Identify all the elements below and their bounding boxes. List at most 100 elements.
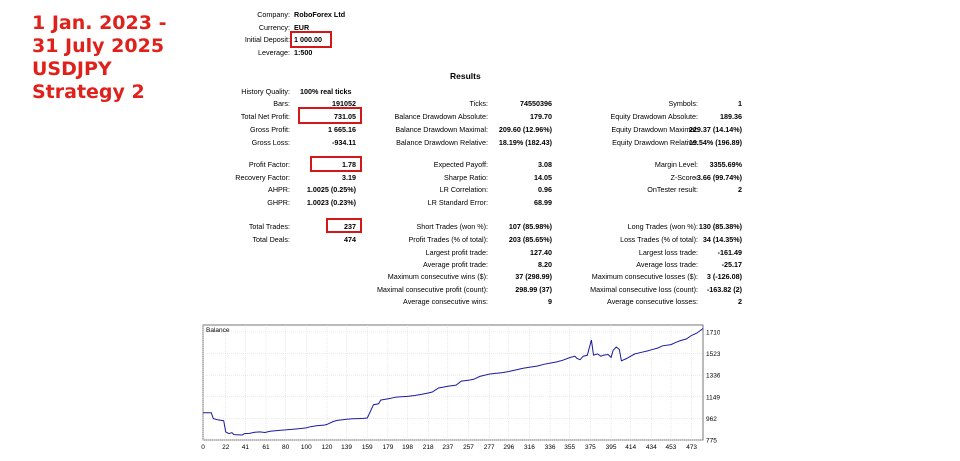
gross-profit-value: 1 665.16 [328, 125, 356, 134]
ghpr-label: GHPR: [267, 198, 290, 207]
long-trades-label: Long Trades (won %): [627, 222, 698, 231]
x-tick-label: 375 [585, 444, 596, 450]
chart-title: Balance [206, 327, 230, 334]
x-tick-label: 218 [423, 444, 434, 450]
avg-profit-value: 8.20 [538, 260, 552, 269]
currency-label: Currency: [258, 23, 290, 32]
leverage-label: Leverage: [258, 48, 290, 57]
ghpr-value: 1.0023 (0.23%) [306, 198, 356, 207]
sharpe-label: Sharpe Ratio: [444, 173, 488, 182]
balance-chart: 0 22 41 61 80 100 120 139 159 179 198 218 237 257 277 2… [201, 324, 720, 450]
max-cons-wins-value: 37 (298.99) [515, 272, 552, 281]
ontester-label: OnTester result: [647, 185, 698, 194]
x-tick-label: 257 [463, 444, 474, 450]
results-title: Results [450, 71, 481, 81]
annotation-line: USDJPY [32, 58, 112, 80]
profit-trades-label: Profit Trades (% of total): [408, 235, 489, 244]
expected-payoff-label: Expected Payoff: [433, 160, 488, 169]
company-value: RoboForex Ltd [294, 10, 346, 19]
margin-level-value: 3355.69% [709, 160, 742, 169]
eq-dd-max-label: Equity Drawdown Maximal: [611, 125, 698, 134]
history-quality-value: 100% real ticks [300, 87, 352, 96]
net-profit-label: Total Net Profit: [240, 112, 290, 121]
recovery-factor-label: Recovery Factor: [235, 173, 290, 182]
max-cons-losses-label: Maximum consecutive losses ($): [591, 272, 698, 281]
bal-dd-max-label: Balance Drawdown Maximal: [395, 125, 488, 134]
x-tick-label: 0 [201, 444, 205, 450]
profit-factor-value: 1.78 [342, 160, 356, 169]
bars-value: 191052 [332, 99, 356, 108]
x-tick-label: 355 [564, 444, 575, 450]
ontester-value: 2 [738, 185, 742, 194]
eq-dd-max-value: 229.37 (14.14%) [688, 125, 742, 134]
ticks-value: 74550396 [520, 99, 552, 108]
x-tick-label: 296 [503, 444, 514, 450]
recovery-factor-value: 3.19 [342, 173, 356, 182]
annotation-line: 31 July 2025 [32, 35, 165, 57]
margin-level-label: Margin Level: [654, 160, 698, 169]
largest-profit-value: 127.40 [530, 248, 552, 257]
maximal-cons-loss-value: -163.82 (2) [706, 285, 742, 294]
y-tick-label: 1523 [706, 351, 720, 358]
long-trades-value: 130 (85.38%) [698, 222, 742, 231]
y-tick-label: 962 [706, 416, 717, 423]
profit-factor-highlight-box [310, 156, 362, 172]
y-tick-label: 775 [706, 438, 717, 445]
eq-dd-abs-value: 189.36 [720, 112, 742, 121]
bars-label: Bars: [273, 99, 290, 108]
total-trades-label: Total Trades: [248, 222, 290, 231]
total-trades-value: 237 [344, 222, 356, 231]
x-tick-label: 473 [686, 444, 697, 450]
total-deals-value: 474 [344, 235, 356, 244]
sharpe-value: 14.05 [534, 173, 552, 182]
x-tick-label: 120 [322, 444, 333, 450]
largest-loss-value: -161.49 [717, 248, 742, 257]
total-deals-label: Total Deals: [252, 235, 290, 244]
maximal-cons-loss-label: Maximal consecutive loss (count): [590, 285, 698, 294]
x-tick-label: 434 [646, 444, 657, 450]
x-tick-label: 179 [382, 444, 393, 450]
y-tick-label: 1336 [706, 373, 720, 380]
avg-cons-losses-value: 2 [738, 297, 742, 306]
bal-dd-rel-label: Balance Drawdown Relative: [396, 138, 488, 147]
profit-trades-value: 203 (85.65%) [508, 235, 552, 244]
zscore-label: Z-Score: [670, 173, 698, 182]
x-tick-label: 61 [262, 444, 270, 450]
x-tick-label: 336 [545, 444, 556, 450]
annotation-line: Strategy 2 [32, 81, 145, 103]
short-trades-value: 107 (85.98%) [508, 222, 552, 231]
symbols-label: Symbols: [668, 99, 698, 108]
deposit-highlight-box [290, 31, 332, 48]
short-trades-label: Short Trades (won %): [416, 222, 488, 231]
plot-area [202, 324, 704, 441]
x-tick-label: 159 [362, 444, 373, 450]
net-profit-highlight-box [298, 107, 362, 124]
x-tick-label: 316 [524, 444, 535, 450]
history-quality-label: History Quality: [241, 87, 290, 96]
eq-dd-rel-value: 19.54% (196.89) [688, 138, 742, 147]
leverage-value: 1:500 [294, 48, 313, 57]
balance-series-line [203, 328, 704, 436]
x-tick-label: 80 [282, 444, 290, 450]
x-tick-label: 277 [484, 444, 495, 450]
currency-value: EUR [294, 23, 310, 32]
annotation-block: 1 Jan. 2023 - 31 July 2025 USDJPY Strate… [32, 12, 166, 104]
lr-corr-value: 0.96 [538, 185, 552, 194]
ahpr-label: AHPR: [268, 185, 290, 194]
avg-cons-wins-label: Average consecutive wins: [403, 297, 488, 306]
ticks-label: Ticks: [469, 99, 489, 108]
max-cons-losses-value: 3 (-126.08) [706, 272, 742, 281]
maximal-cons-profit-label: Maximal consecutive profit (count): [376, 285, 488, 294]
max-cons-wins-label: Maximum consecutive wins ($): [387, 272, 488, 281]
eq-dd-rel-label: Equity Drawdown Relative: [612, 138, 698, 147]
x-tick-label: 237 [442, 444, 453, 450]
gross-loss-value: -934.11 [332, 138, 356, 147]
x-tick-label: 453 [666, 444, 677, 450]
lr-err-value: 68.99 [534, 198, 552, 207]
gross-profit-label: Gross Profit: [250, 125, 290, 134]
lr-corr-label: LR Correlation: [439, 185, 488, 194]
expected-payoff-value: 3.08 [538, 160, 552, 169]
bal-dd-rel-value: 18.19% (182.43) [498, 138, 552, 147]
largest-loss-label: Largest loss trade: [638, 248, 698, 257]
zscore-value: -3.66 (99.74%) [694, 173, 742, 182]
